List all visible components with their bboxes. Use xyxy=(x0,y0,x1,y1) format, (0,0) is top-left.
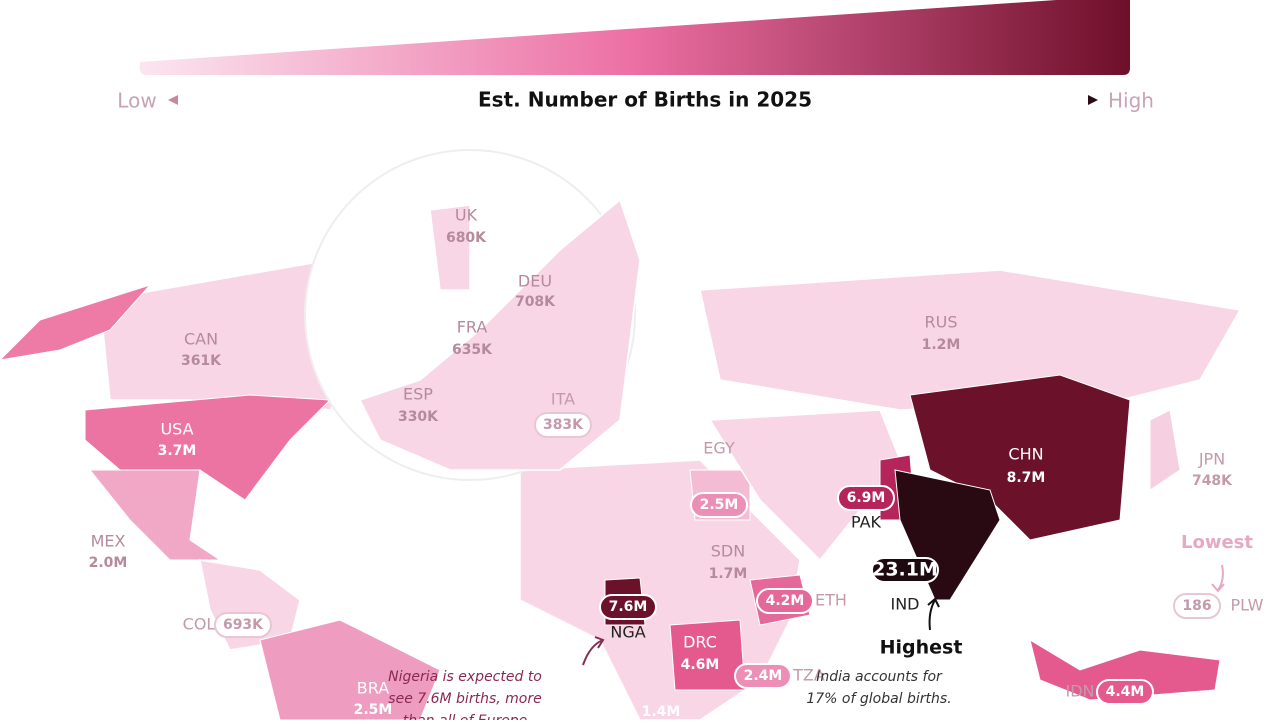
birth-value: 361K xyxy=(181,353,222,369)
legend-low: Low xyxy=(117,89,156,113)
value-pill xyxy=(871,557,939,583)
birth-value: 2.5M xyxy=(700,497,739,513)
birth-value: 693K xyxy=(223,617,264,633)
nigeria-note: see 7.6M births, more xyxy=(388,691,541,707)
birth-value: 383K xyxy=(543,417,584,433)
value-pill xyxy=(1096,679,1154,705)
country-code: CAN xyxy=(184,330,218,349)
value-pill xyxy=(1173,593,1221,619)
birth-value: 186 xyxy=(1182,598,1211,614)
birth-value: 635K xyxy=(452,342,493,358)
country-code: MEX xyxy=(91,532,126,551)
country-code: IND xyxy=(890,595,919,614)
lowest-label: Lowest xyxy=(1181,532,1253,553)
country-code: JPN xyxy=(1198,450,1225,469)
birth-value: 2.5M xyxy=(354,702,393,718)
value-pill xyxy=(534,412,592,438)
value-pill xyxy=(734,663,792,689)
country-code: PAK xyxy=(851,513,882,532)
birth-value: 2.0M xyxy=(89,555,128,571)
country-code: CHN xyxy=(1008,445,1043,464)
nigeria-note: Nigeria is expected to xyxy=(388,669,542,685)
country-code: UK xyxy=(455,206,478,225)
birth-value: 4.4M xyxy=(1106,684,1145,700)
birth-value: 7.6M xyxy=(609,599,648,615)
country-code: NGA xyxy=(610,623,645,642)
country-code: RUS xyxy=(925,313,958,332)
legend-gradient xyxy=(139,0,1130,75)
value-pill xyxy=(214,612,272,638)
birth-value: 1.2M xyxy=(922,337,961,353)
land xyxy=(0,149,1242,721)
birth-value: 23.1M xyxy=(872,559,938,581)
country-code: EGY xyxy=(703,439,735,458)
birth-value: 680K xyxy=(446,230,487,246)
pointer-arrow xyxy=(1211,564,1225,593)
country-code: USA xyxy=(160,420,193,439)
highest-note: India accounts for xyxy=(816,669,943,685)
legend-arrowhead xyxy=(168,95,178,105)
country-code: IDN xyxy=(1065,682,1094,701)
value-pill xyxy=(837,485,895,511)
birth-value: 4.2M xyxy=(766,593,805,609)
country-code: DRC xyxy=(683,633,717,652)
country-code: ITA xyxy=(551,390,575,409)
birth-value: 708K xyxy=(515,294,556,310)
legend-arrowhead xyxy=(1088,95,1098,105)
birth-value: 3.7M xyxy=(158,443,197,459)
nigeria-note: than all of Europe xyxy=(403,713,528,720)
highest-label: Highest xyxy=(880,637,963,659)
value-pill xyxy=(756,588,814,614)
country-code: ETH xyxy=(815,591,847,610)
birth-value: 1.4M xyxy=(642,704,681,720)
country-code: SDN xyxy=(711,542,745,561)
country-code: DEU xyxy=(518,272,552,291)
country-code: FRA xyxy=(457,318,488,337)
birth-value: 4.6M xyxy=(681,657,720,673)
pointer-arrow xyxy=(582,636,605,666)
country-code: PLW xyxy=(1231,596,1264,615)
country-code: BRA xyxy=(357,679,389,698)
country-code: COL xyxy=(183,615,216,634)
value-pill xyxy=(690,492,748,518)
birth-value: 8.7M xyxy=(1007,470,1046,486)
birth-value: 1.7M xyxy=(709,566,748,582)
legend-high: High xyxy=(1108,89,1154,113)
birth-value: 330K xyxy=(398,409,439,425)
country-code: TZA xyxy=(792,666,825,685)
pointer-arrow xyxy=(927,597,940,631)
value-pill xyxy=(599,594,657,620)
legend-title: Est. Number of Births in 2025 xyxy=(478,88,812,112)
highest-note: 17% of global births. xyxy=(806,691,951,707)
birth-value: 2.4M xyxy=(744,668,783,684)
country-code: ESP xyxy=(403,385,433,404)
birth-value: 748K xyxy=(1192,473,1233,489)
birth-value: 6.9M xyxy=(847,490,886,506)
